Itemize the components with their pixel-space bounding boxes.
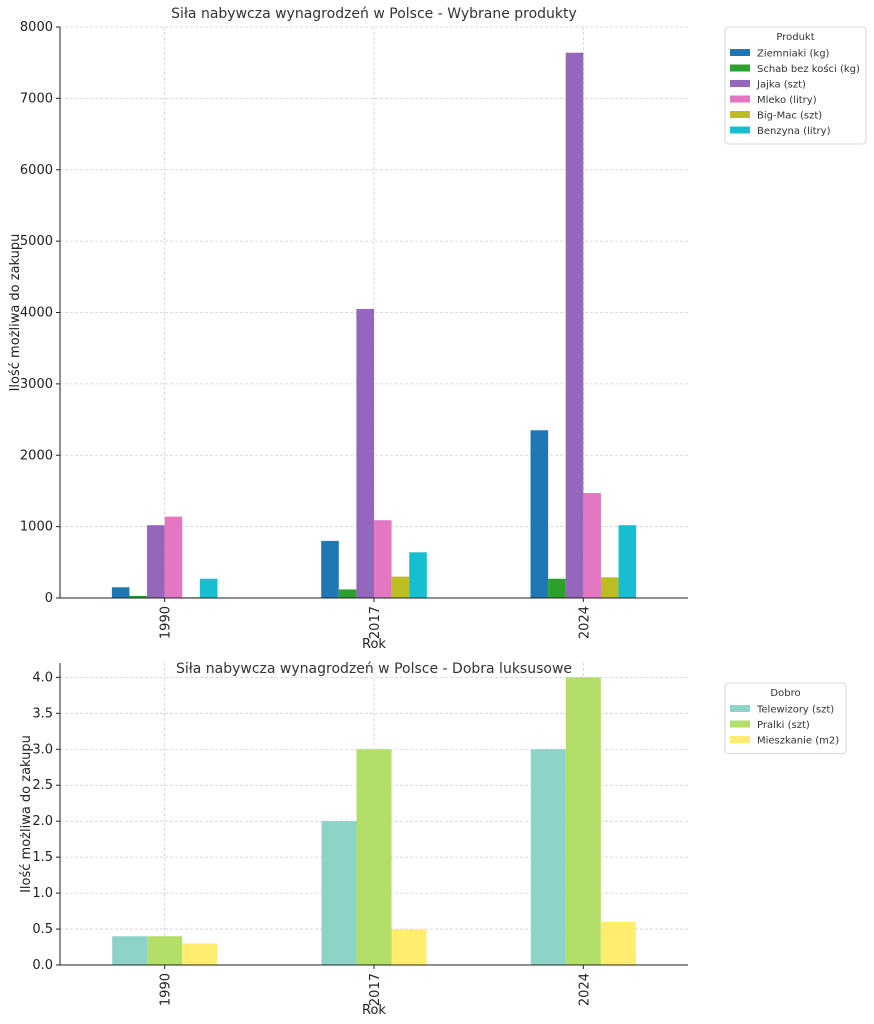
y-tick-label: 5000 <box>20 234 53 249</box>
y-tick-label: 3.0 <box>32 742 53 757</box>
bar-jajka-szt--2017 <box>356 308 374 598</box>
bar-telewizory-szt--2024 <box>530 749 566 965</box>
legend-swatch <box>730 111 750 118</box>
y-axis-label: Ilość możliwa do zakupu <box>19 735 34 893</box>
legend-swatch <box>730 95 750 103</box>
legend-label: Ziemniaki (kg) <box>757 49 830 60</box>
legend-swatch <box>730 49 750 56</box>
y-tick-label: 6000 <box>20 163 53 178</box>
bar-jajka-szt--2024 <box>565 52 584 598</box>
bar-schab-bez-ko-ci-kg--1990 <box>129 595 148 598</box>
y-tick-label: 1000 <box>20 520 53 535</box>
legend-label: Mleko (litry) <box>757 95 817 106</box>
legend-label: Big-Mac (szt) <box>757 111 822 122</box>
y-tick-label: 0 <box>45 591 53 606</box>
y-axis-label: Ilość możliwa do zakupu <box>8 234 23 392</box>
y-tick-label: 4.0 <box>32 670 53 685</box>
bar-jajka-szt--1990 <box>147 525 165 598</box>
x-tick-label: 2017 <box>368 973 383 1006</box>
y-tick-label: 8000 <box>20 20 53 35</box>
legend-swatch <box>730 720 750 728</box>
legend-title: Produkt <box>776 32 814 43</box>
bar-telewizory-szt--2017 <box>321 821 357 965</box>
legend-swatch <box>730 705 750 712</box>
bar-big-mac-szt--2024 <box>600 577 619 598</box>
x-tick-label: 1990 <box>159 973 174 1006</box>
y-tick-label: 1.5 <box>32 850 53 865</box>
bar-telewizory-szt--1990 <box>112 936 148 965</box>
bar-ziemniaki-kg--2024 <box>530 430 549 598</box>
y-tick-label: 0.5 <box>32 922 53 937</box>
bar-pralki-szt--2017 <box>356 749 392 965</box>
y-tick-label: 4000 <box>20 306 53 321</box>
x-tick-label: 1990 <box>159 606 174 639</box>
x-tick-label: 2024 <box>577 973 592 1006</box>
bar-ziemniaki-kg--2017 <box>321 540 339 598</box>
bar-mieszkanie-m2--2017 <box>391 929 427 965</box>
legend-label: Mieszkanie (m2) <box>757 736 839 747</box>
x-tick-label: 2017 <box>368 606 383 639</box>
chart-wybrane-produkty: 0 1000 2000 3000 4000 5000 6000 7000 8000 1990 201… <box>8 6 867 652</box>
legend-swatch <box>730 80 750 87</box>
bar-mieszkanie-m2--1990 <box>182 943 218 965</box>
x-tick-label: 2024 <box>577 606 592 639</box>
chart-dobra-luksusowe: 0.0 0.5 1.0 1.5 2.0 2.5 3.0 3.5 4.0 1990 2017 2024 S… <box>19 661 847 1018</box>
bar-benzyna-litry--2017 <box>409 552 427 598</box>
chart-title: Siła nabywcza wynagrodzeń w Polsce - Dob… <box>176 661 572 677</box>
y-tick-label: 0.0 <box>32 958 53 973</box>
bar-benzyna-litry--2024 <box>618 525 637 598</box>
legend-swatch <box>730 736 750 743</box>
x-axis-label: Rok <box>362 1003 386 1018</box>
bar-mleko-litry--2017 <box>374 520 392 598</box>
y-tick-label: 7000 <box>20 91 53 106</box>
y-tick-label: 3000 <box>20 377 53 392</box>
legend-title: Dobro <box>770 688 800 699</box>
legend-swatch <box>730 126 750 134</box>
bar-benzyna-litry--1990 <box>199 578 218 598</box>
legend-label: Jajka (szt) <box>756 80 806 91</box>
bar-pralki-szt--1990 <box>147 936 183 965</box>
bar-mleko-litry--1990 <box>164 516 183 598</box>
chart-title: Siła nabywcza wynagrodzeń w Polsce - Wyb… <box>171 6 577 22</box>
bar-schab-bez-ko-ci-kg--2024 <box>548 578 566 598</box>
legend-swatch <box>730 64 750 72</box>
y-tick-label: 2.5 <box>32 778 53 793</box>
y-tick-label: 3.5 <box>32 706 53 721</box>
bar-mleko-litry--2024 <box>583 493 601 598</box>
y-tick-label: 1.0 <box>32 886 53 901</box>
bar-pralki-szt--2024 <box>565 677 601 965</box>
legend-label: Benzyna (litry) <box>757 126 831 137</box>
legend-label: Telewizory (szt) <box>756 705 834 716</box>
legend-label: Schab bez kości (kg) <box>757 63 860 75</box>
bar-schab-bez-ko-ci-kg--2017 <box>338 589 357 598</box>
legend-box <box>724 26 867 145</box>
x-axis-label: Rok <box>362 637 386 652</box>
bar-ziemniaki-kg--1990 <box>111 587 130 598</box>
legend-box <box>724 682 847 754</box>
bar-mieszkanie-m2--2024 <box>600 921 636 965</box>
y-tick-label: 2000 <box>20 448 53 463</box>
bar-big-mac-szt--2017 <box>391 576 410 598</box>
y-tick-label: 2.0 <box>32 814 53 829</box>
legend-label: Pralki (szt) <box>757 720 810 731</box>
